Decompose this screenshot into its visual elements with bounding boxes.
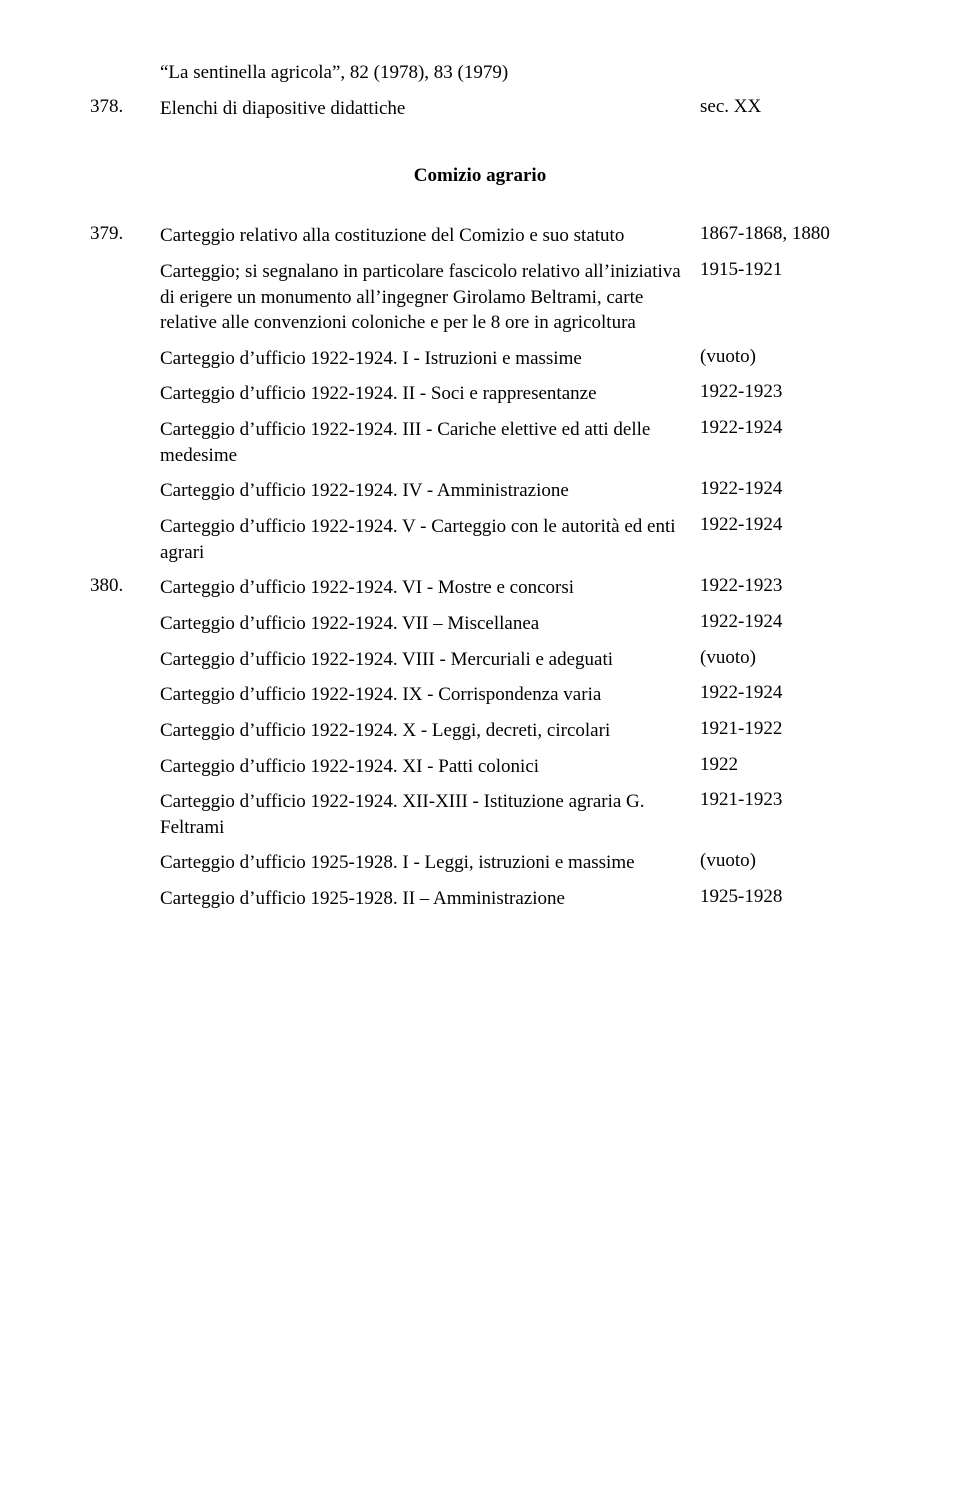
entry-description: Carteggio d’ufficio 1925-1928. II – Ammi…	[160, 886, 700, 912]
entry-description: Carteggio d’ufficio 1922-1924. II - Soci…	[160, 381, 700, 407]
entry-description: Carteggio relativo alla costituzione del…	[160, 223, 700, 249]
entry-date: 1867-1868, 1880	[700, 223, 870, 245]
entry-row: Carteggio d’ufficio 1922-1924. VIII - Me…	[90, 647, 870, 673]
entry-description: Carteggio d’ufficio 1922-1924. IX - Corr…	[160, 682, 700, 708]
entry-row: Carteggio d’ufficio 1922-1924. V - Carte…	[90, 514, 870, 565]
entry-date: (vuoto)	[700, 850, 870, 872]
entry-date: 1922-1924	[700, 611, 870, 633]
entry-row: “La sentinella agricola”, 82 (1978), 83 …	[90, 60, 870, 86]
entry-row: 380. Carteggio d’ufficio 1922-1924. VI -…	[90, 575, 870, 601]
entry-row: Carteggio d’ufficio 1922-1924. VII – Mis…	[90, 611, 870, 637]
entry-description: Carteggio d’ufficio 1922-1924. VII – Mis…	[160, 611, 700, 637]
entry-row: Carteggio d’ufficio 1922-1924. IX - Corr…	[90, 682, 870, 708]
entry-description: Carteggio d’ufficio 1922-1924. VI - Most…	[160, 575, 700, 601]
entry-description: Carteggio d’ufficio 1922-1924. X - Leggi…	[160, 718, 700, 744]
entry-row: Carteggio d’ufficio 1925-1928. I - Leggi…	[90, 850, 870, 876]
entry-date: 1922-1924	[700, 417, 870, 439]
entry-date: 1922-1923	[700, 381, 870, 403]
entry-row: Carteggio d’ufficio 1922-1924. XI - Patt…	[90, 754, 870, 780]
section-title: Comizio agrario	[90, 165, 870, 187]
entry-row: Carteggio d’ufficio 1922-1924. II - Soci…	[90, 381, 870, 407]
entry-row: Carteggio d’ufficio 1922-1924. X - Leggi…	[90, 718, 870, 744]
entry-date: 1922-1924	[700, 514, 870, 536]
entry-row: 378. Elenchi di diapositive didattiche s…	[90, 96, 870, 122]
entry-description: Carteggio d’ufficio 1922-1924. VIII - Me…	[160, 647, 700, 673]
entry-row: 379. Carteggio relativo alla costituzion…	[90, 223, 870, 249]
entry-row: Carteggio d’ufficio 1925-1928. II – Ammi…	[90, 886, 870, 912]
entry-description: Carteggio d’ufficio 1922-1924. IV - Ammi…	[160, 478, 700, 504]
entry-date: 1922-1924	[700, 478, 870, 500]
entry-date: (vuoto)	[700, 647, 870, 669]
entry-row: Carteggio d’ufficio 1922-1924. XII-XIII …	[90, 789, 870, 840]
entry-description: Carteggio; si segnalano in particolare f…	[160, 259, 700, 336]
entry-number: 378.	[90, 96, 160, 118]
entry-number: 379.	[90, 223, 160, 245]
entry-date: sec. XX	[700, 96, 870, 118]
entry-description: Elenchi di diapositive didattiche	[160, 96, 700, 122]
entry-date: 1925-1928	[700, 886, 870, 908]
entry-date: 1922-1924	[700, 682, 870, 704]
entry-description: Carteggio d’ufficio 1922-1924. V - Carte…	[160, 514, 700, 565]
entry-number: 380.	[90, 575, 160, 597]
entry-row: Carteggio d’ufficio 1922-1924. IV - Ammi…	[90, 478, 870, 504]
entry-description: Carteggio d’ufficio 1922-1924. XII-XIII …	[160, 789, 700, 840]
entry-date: 1915-1921	[700, 259, 870, 281]
entry-date: 1922-1923	[700, 575, 870, 597]
entry-row: Carteggio d’ufficio 1922-1924. III - Car…	[90, 417, 870, 468]
entry-date: (vuoto)	[700, 346, 870, 368]
entry-description: Carteggio d’ufficio 1922-1924. I - Istru…	[160, 346, 700, 372]
entry-description: Carteggio d’ufficio 1922-1924. XI - Patt…	[160, 754, 700, 780]
entry-date: 1922	[700, 754, 870, 776]
entry-date: 1921-1922	[700, 718, 870, 740]
entry-description: Carteggio d’ufficio 1922-1924. III - Car…	[160, 417, 700, 468]
document-page: “La sentinella agricola”, 82 (1978), 83 …	[0, 0, 960, 1507]
entry-description: “La sentinella agricola”, 82 (1978), 83 …	[160, 60, 700, 86]
entry-row: Carteggio; si segnalano in particolare f…	[90, 259, 870, 336]
entry-date: 1921-1923	[700, 789, 870, 811]
entry-row: Carteggio d’ufficio 1922-1924. I - Istru…	[90, 346, 870, 372]
entry-description: Carteggio d’ufficio 1925-1928. I - Leggi…	[160, 850, 700, 876]
